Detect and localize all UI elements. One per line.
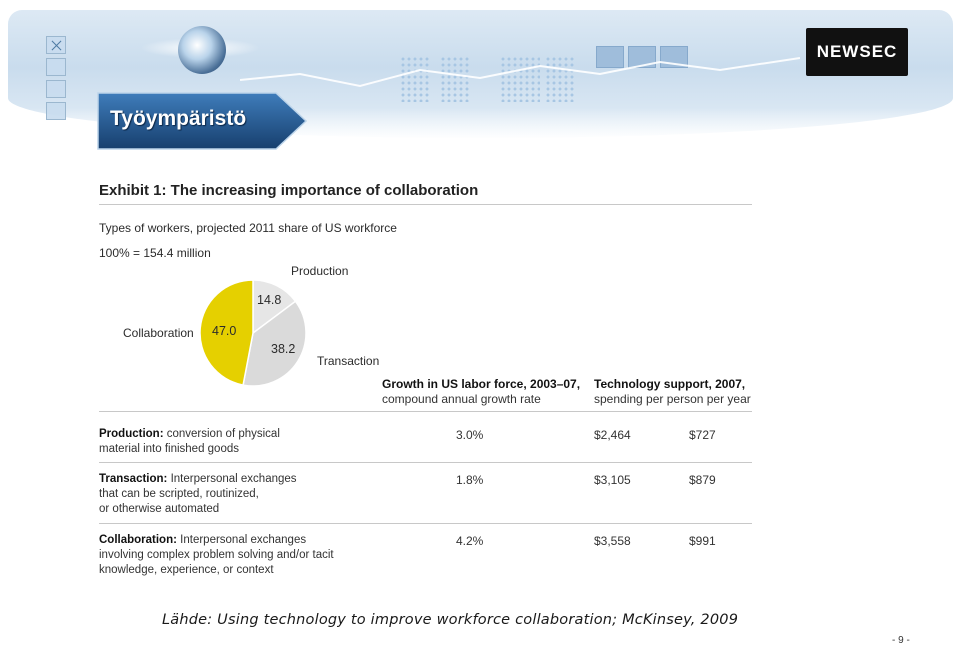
table-cell-tech-a: $3,105 (594, 473, 631, 487)
column-header-growth: Growth in US labor force, 2003–07, compo… (382, 377, 580, 407)
table-row-label-collaboration: Collaboration: Interpersonal exchanges i… (99, 533, 359, 578)
table-cell-growth: 4.2% (456, 534, 484, 548)
pie-label-collaboration: Collaboration (123, 326, 194, 340)
pie-value-transaction: 38.2 (271, 342, 296, 356)
dot-grid-graphic (440, 56, 470, 102)
pie-value-production: 14.8 (257, 293, 282, 307)
page-number: - 9 - (892, 635, 910, 646)
column-header-title: Growth in US labor force, 2003–07, (382, 377, 581, 391)
pie-label-transaction: Transaction (317, 354, 380, 368)
pie-slice-collaboration (199, 279, 254, 386)
table-cell-growth: 1.8% (456, 473, 484, 487)
pie-label-production: Production (291, 264, 349, 278)
divider (99, 411, 752, 412)
pie-chart (198, 278, 308, 393)
row-description: Interpersonal exchanges (180, 534, 307, 546)
banner-wave-graphic (240, 57, 800, 88)
table-row-label-transaction: Transaction: Interpersonal exchanges tha… (99, 472, 349, 517)
close-icon (46, 36, 66, 54)
table-row-label-production: Production: conversion of physical mater… (99, 427, 349, 457)
banner-squares-graphic (46, 36, 68, 124)
row-description: or otherwise automated (99, 503, 220, 515)
newsec-logo: NEWSEC (806, 28, 908, 76)
globe-icon (178, 26, 226, 74)
pie-value-collaboration: 47.0 (212, 324, 237, 338)
dot-grid-graphic (400, 56, 430, 102)
row-name: Production: (99, 428, 164, 440)
table-cell-tech-a: $3,558 (594, 534, 631, 548)
row-name: Transaction: (99, 473, 168, 485)
source-citation: Lähde: Using technology to improve workf… (162, 612, 739, 628)
row-description: involving complex problem solving and/or… (99, 549, 334, 561)
table-cell-tech-b: $991 (689, 534, 716, 548)
pie-slice-production (252, 279, 297, 335)
dot-grid-graphic (545, 56, 575, 102)
column-header-subtitle: compound annual growth rate (382, 392, 541, 406)
table-cell-growth: 3.0% (456, 428, 484, 442)
title-tab-shape (97, 92, 308, 150)
row-name: Collaboration: (99, 534, 177, 546)
column-header-subtitle: spending per person per year (594, 392, 751, 406)
exhibit-title: Exhibit 1: The increasing importance of … (99, 182, 479, 199)
column-header-tech-support: Technology support, 2007, spending per p… (594, 377, 751, 407)
chart-subtitle: Types of workers, projected 2011 share o… (99, 221, 397, 235)
table-cell-tech-b: $727 (689, 428, 716, 442)
dot-grid-graphic (500, 56, 540, 102)
divider (99, 204, 752, 205)
table-cell-tech-a: $2,464 (594, 428, 631, 442)
row-description: knowledge, experience, or context (99, 564, 274, 576)
row-description: conversion of physical (166, 428, 280, 440)
divider (99, 462, 752, 463)
section-title-tab: Työympäristö (96, 91, 308, 151)
table-cell-tech-b: $879 (689, 473, 716, 487)
page-title: Työympäristö (110, 107, 247, 130)
pie-chart-svg (199, 279, 307, 387)
divider (99, 523, 752, 524)
column-header-title: Technology support, 2007, (594, 377, 746, 391)
row-description: material into finished goods (99, 443, 239, 455)
row-description: that can be scripted, routinized, (99, 488, 259, 500)
header-banner: NEWSEC Työympäristö (0, 0, 960, 160)
pie-slice-transaction (242, 300, 307, 387)
chart-total: 100% = 154.4 million (99, 246, 211, 260)
row-description: Interpersonal exchanges (170, 473, 297, 485)
